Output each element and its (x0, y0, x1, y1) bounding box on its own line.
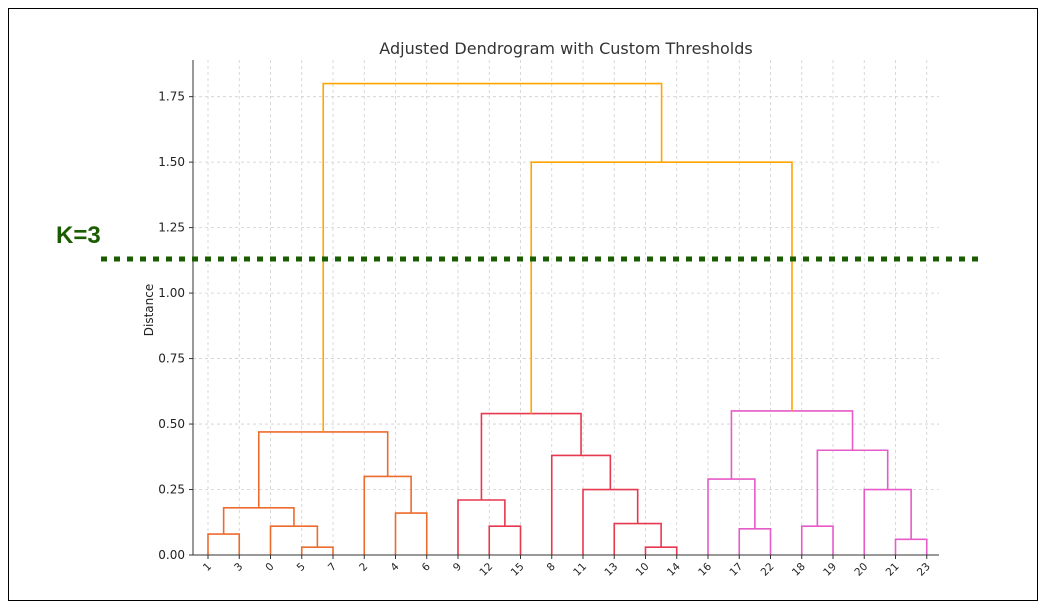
y-tick-label: 0.50 (158, 417, 185, 431)
dendrogram-link (480, 412, 582, 500)
y-tick-label: 0.75 (158, 352, 185, 366)
y-tick-label: 0.00 (158, 548, 185, 562)
x-tick-label: 11 (571, 561, 589, 579)
y-tick-label: 1.00 (158, 286, 185, 300)
y-tick-label: 1.75 (158, 90, 185, 104)
y-axis-label: Distance (142, 284, 156, 336)
dendrogram-link (363, 475, 412, 555)
dendrogram-link (269, 525, 319, 555)
x-tick-label: 9 (451, 561, 464, 574)
y-tick-labels: 0.00 0.25 0.50 0.75 1.00 1.25 1.50 1.75 (158, 90, 193, 562)
y-tick-label: 0.25 (158, 483, 185, 497)
y-tick-label: 1.50 (158, 155, 185, 169)
dendrogram-link (550, 454, 612, 555)
x-tick-label: 18 (790, 561, 808, 579)
x-tick-label: 14 (665, 560, 683, 578)
x-tick-label: 12 (477, 561, 495, 579)
x-tick-label: 16 (696, 560, 714, 578)
x-tick-label: 21 (884, 561, 902, 579)
x-tick-label: 0 (263, 561, 276, 574)
dendrogram-link (730, 410, 854, 480)
dendrogram-link (613, 522, 662, 555)
dendrogram-link (644, 546, 678, 555)
x-tick-label: 22 (759, 561, 777, 579)
x-tick-label: 1 (201, 561, 214, 574)
dendrogram-links (207, 82, 928, 555)
x-tick-label: 6 (420, 560, 433, 573)
dendrogram-link (300, 546, 334, 555)
y-tick-label: 1.25 (158, 221, 185, 235)
x-tick-label: 4 (388, 560, 401, 573)
dendrogram-link (488, 525, 522, 555)
dendrogram-link (207, 533, 241, 555)
x-tick-label: 7 (326, 561, 339, 574)
dendrogram-link (894, 538, 928, 555)
x-tick-label: 23 (915, 561, 933, 579)
threshold-label: K=3 (56, 222, 101, 249)
x-tick-label: 20 (852, 561, 870, 579)
dendrogram-link (222, 507, 295, 535)
dendrogram-link (738, 528, 772, 555)
dendrogram-link (457, 499, 506, 555)
x-tick-label: 15 (509, 561, 527, 579)
dendrogram-link (800, 525, 834, 555)
x-tick-label: 10 (634, 561, 652, 579)
x-tick-label: 19 (821, 561, 839, 579)
dendrogram-link (863, 488, 912, 555)
x-tick-label: 2 (357, 561, 370, 574)
chart-title: Adjusted Dendrogram with Custom Threshol… (379, 39, 752, 58)
dendrogram-link (530, 161, 793, 414)
x-tick-label: 17 (727, 561, 745, 579)
grid (193, 60, 939, 556)
dendrogram-link (707, 478, 756, 555)
x-tick-label: 8 (545, 561, 558, 574)
x-tick-label: 5 (295, 561, 308, 574)
figure-frame (8, 8, 1038, 601)
dendrogram-link (257, 431, 389, 508)
x-tick-labels: 1 3 0 5 7 2 4 6 9 12 15 8 11 13 10 14 16 17 22 18 19 20 21 23 (201, 555, 933, 579)
dendrogram-link (816, 449, 889, 527)
dendrogram-link (394, 512, 428, 555)
axes (192, 60, 939, 556)
x-tick-label: 3 (232, 561, 245, 574)
x-tick-label: 13 (602, 561, 620, 579)
dendrogram-link (582, 488, 639, 555)
